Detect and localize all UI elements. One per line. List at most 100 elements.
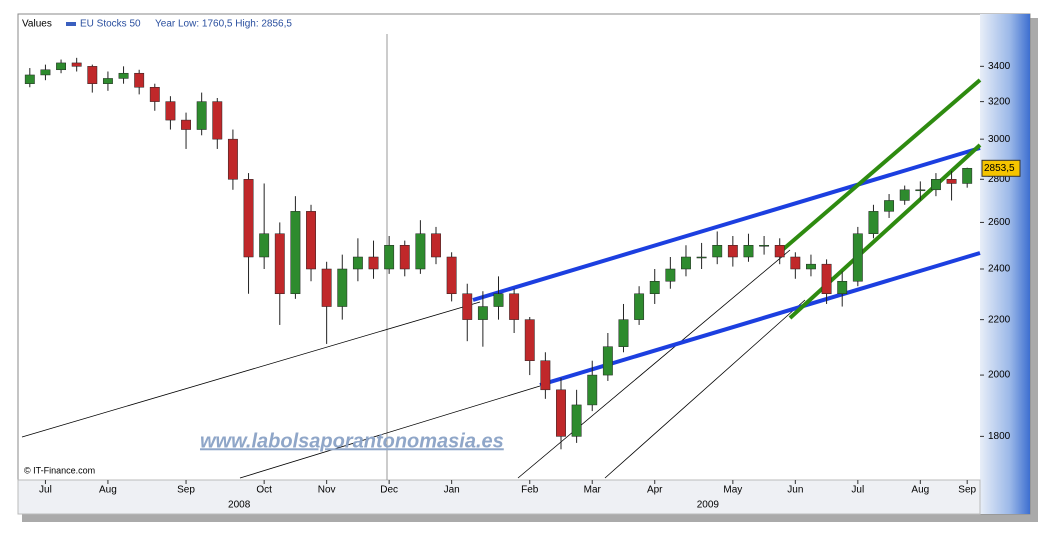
candle-body	[493, 293, 504, 307]
candle-body	[368, 256, 379, 270]
candle-body	[399, 244, 410, 270]
candle-body	[727, 244, 738, 258]
credit: © IT-Finance.com	[24, 465, 95, 475]
candle-body	[868, 211, 879, 234]
year-range: Year Low: 1760,5 High: 2856,5	[155, 19, 292, 30]
y-tick-label: 2400	[988, 264, 1011, 275]
candle-body	[618, 319, 629, 347]
candle-body	[931, 179, 941, 191]
candle-body	[243, 179, 254, 258]
candle-body	[649, 280, 660, 295]
x-tick-label: Sep	[958, 485, 976, 496]
year-label: 2008	[228, 500, 251, 511]
candle-body	[665, 268, 676, 282]
candle-body	[602, 346, 613, 376]
candle-body	[962, 168, 973, 184]
candle-body	[556, 389, 566, 437]
candle-body	[806, 263, 816, 270]
trend-lines	[21, 78, 982, 479]
candle-body	[915, 189, 926, 192]
candle-body	[337, 268, 348, 307]
candle-body	[712, 244, 723, 258]
candle-body	[384, 244, 395, 270]
candle-body	[118, 72, 129, 79]
y-tick-label: 3000	[988, 134, 1011, 145]
legend-swatch	[66, 22, 76, 26]
x-tick-label: Mar	[584, 485, 602, 496]
x-tick-label: Jul	[39, 485, 52, 496]
trend-line	[21, 301, 481, 438]
channel-line	[778, 78, 982, 254]
candle-body	[56, 62, 66, 71]
year-label: 2009	[697, 500, 720, 511]
candle-body	[321, 268, 332, 307]
candle-body	[743, 244, 754, 258]
candle-body	[102, 78, 113, 84]
trend-line	[517, 249, 791, 479]
candle-body	[259, 233, 270, 258]
channel-line	[539, 251, 981, 387]
candle-body	[212, 101, 223, 140]
candle-body	[774, 244, 785, 258]
candle-body	[571, 404, 582, 437]
panel	[17, 13, 1031, 515]
last-value-label: 2853,5	[984, 163, 1015, 174]
x-tick-label: Jan	[444, 485, 460, 496]
candle-body	[446, 256, 457, 295]
x-tick-label: Aug	[99, 485, 117, 496]
candle-body	[290, 211, 301, 295]
x-tick-label: May	[723, 485, 742, 496]
candle-body	[134, 72, 145, 88]
trend-line	[604, 299, 806, 479]
x-tick-label: Oct	[256, 485, 272, 496]
candle-body	[681, 256, 691, 270]
last-value-box	[981, 159, 1021, 177]
candle-body	[415, 233, 426, 270]
candle-body	[634, 293, 645, 320]
candle-body	[149, 86, 160, 102]
channel-line	[472, 146, 981, 302]
x-axis-band	[17, 479, 981, 515]
candle-body	[852, 233, 863, 282]
y-tick-label: 2000	[988, 370, 1011, 381]
candle-body	[352, 256, 363, 270]
candle-body	[587, 374, 598, 406]
candle-body	[274, 233, 285, 295]
x-tick-label: Jul	[851, 485, 864, 496]
x-tick-label: Apr	[647, 485, 663, 496]
candle-body	[696, 256, 707, 259]
candle-body	[524, 319, 535, 361]
y-tick-label: 2800	[988, 174, 1011, 185]
trend-line	[239, 385, 541, 479]
y-tick-label: 2600	[988, 217, 1011, 228]
candle-body	[24, 74, 35, 84]
x-tick-label: Jun	[787, 485, 803, 496]
panel-label: Values	[22, 19, 52, 30]
y-tick-label: 3400	[988, 61, 1011, 72]
candle-body	[181, 119, 191, 130]
axis-strip	[980, 14, 1030, 514]
candle-body	[40, 69, 51, 76]
x-tick-label: Sep	[177, 485, 195, 496]
candle-body	[540, 360, 551, 391]
candle-body	[821, 263, 832, 295]
candle-body	[227, 138, 238, 180]
candle-body	[196, 101, 207, 130]
x-tick-label: Feb	[521, 485, 539, 496]
y-tick-label: 3200	[988, 96, 1011, 107]
candle-body	[884, 200, 895, 212]
y-tick-label: 2200	[988, 314, 1011, 325]
x-tick-label: Nov	[318, 485, 336, 496]
candle-body	[899, 189, 910, 201]
legend-label: EU Stocks 50	[80, 19, 141, 30]
watermark: www.labolsaporantonomasia.es	[200, 430, 504, 452]
candle-body	[837, 280, 848, 295]
candle-body	[71, 62, 82, 67]
x-tick-label: Dec	[380, 485, 398, 496]
candle-body	[87, 66, 98, 84]
y-tick-label: 1800	[988, 431, 1011, 442]
candle-body	[946, 179, 957, 184]
candle-body	[790, 256, 801, 270]
